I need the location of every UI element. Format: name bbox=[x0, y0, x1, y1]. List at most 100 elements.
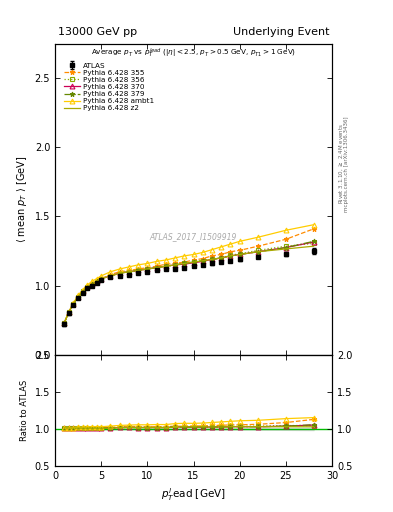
Pythia 6.428 z2 bbox=[117, 270, 122, 276]
Pythia 6.428 379 bbox=[76, 293, 81, 300]
Pythia 6.428 379 bbox=[117, 270, 122, 276]
Pythia 6.428 ambt1 bbox=[127, 264, 131, 270]
Pythia 6.428 355 bbox=[62, 320, 67, 326]
Pythia 6.428 ambt1 bbox=[311, 222, 316, 228]
Text: Rivet 3.1.10, $\geq$ 2.4M events: Rivet 3.1.10, $\geq$ 2.4M events bbox=[337, 123, 345, 204]
Pythia 6.428 356 bbox=[210, 256, 215, 262]
Pythia 6.428 z2 bbox=[256, 249, 261, 255]
Line: Pythia 6.428 355: Pythia 6.428 355 bbox=[62, 226, 316, 326]
Pythia 6.428 ambt1 bbox=[173, 255, 178, 261]
Pythia 6.428 z2 bbox=[210, 256, 215, 262]
Pythia 6.428 z2 bbox=[127, 269, 131, 275]
Pythia 6.428 370 bbox=[145, 266, 150, 272]
Pythia 6.428 z2 bbox=[154, 265, 159, 271]
Pythia 6.428 ambt1 bbox=[81, 287, 85, 293]
Pythia 6.428 370 bbox=[117, 270, 122, 276]
Pythia 6.428 ambt1 bbox=[228, 241, 233, 247]
Pythia 6.428 356 bbox=[145, 266, 150, 272]
Text: 13000 GeV pp: 13000 GeV pp bbox=[58, 27, 137, 37]
Pythia 6.428 379 bbox=[90, 281, 94, 287]
Pythia 6.428 356 bbox=[200, 258, 205, 264]
Pythia 6.428 370 bbox=[237, 251, 242, 258]
Pythia 6.428 355 bbox=[90, 281, 94, 287]
Pythia 6.428 356 bbox=[94, 279, 99, 285]
Pythia 6.428 356 bbox=[283, 243, 288, 249]
Pythia 6.428 355 bbox=[173, 261, 178, 267]
Pythia 6.428 356 bbox=[173, 262, 178, 268]
Pythia 6.428 355 bbox=[256, 243, 261, 249]
Text: Average $p_{T}$ vs $p_{T}^{lead}$ ($|\eta| < 2.5$, $p_{T} > 0.5$ GeV, $p_{T1} > : Average $p_{T}$ vs $p_{T}^{lead}$ ($|\et… bbox=[91, 47, 296, 60]
Pythia 6.428 z2 bbox=[145, 266, 150, 272]
Pythia 6.428 379 bbox=[66, 309, 71, 315]
Line: Pythia 6.428 z2: Pythia 6.428 z2 bbox=[64, 246, 314, 323]
Pythia 6.428 356 bbox=[154, 265, 159, 271]
Pythia 6.428 ambt1 bbox=[99, 273, 104, 279]
Pythia 6.428 z2 bbox=[200, 258, 205, 264]
Pythia 6.428 ambt1 bbox=[237, 238, 242, 244]
Pythia 6.428 370 bbox=[136, 267, 141, 273]
Pythia 6.428 379 bbox=[256, 249, 261, 255]
Pythia 6.428 379 bbox=[228, 253, 233, 259]
Pythia 6.428 355 bbox=[81, 288, 85, 294]
Pythia 6.428 379 bbox=[283, 245, 288, 251]
Pythia 6.428 370 bbox=[71, 301, 76, 307]
Pythia 6.428 355 bbox=[108, 271, 113, 278]
Pythia 6.428 ambt1 bbox=[108, 269, 113, 275]
Pythia 6.428 370 bbox=[62, 320, 67, 326]
Y-axis label: $\langle$ mean $p_{T}$ $\rangle$ [GeV]: $\langle$ mean $p_{T}$ $\rangle$ [GeV] bbox=[15, 156, 29, 243]
Pythia 6.428 379 bbox=[200, 258, 205, 264]
Line: Pythia 6.428 ambt1: Pythia 6.428 ambt1 bbox=[62, 222, 316, 326]
Pythia 6.428 356 bbox=[237, 251, 242, 257]
Pythia 6.428 379 bbox=[145, 266, 150, 272]
Pythia 6.428 ambt1 bbox=[94, 275, 99, 282]
Pythia 6.428 379 bbox=[163, 263, 168, 269]
Pythia 6.428 370 bbox=[85, 284, 90, 290]
Pythia 6.428 370 bbox=[66, 309, 71, 315]
Pythia 6.428 z2 bbox=[108, 273, 113, 279]
Line: Pythia 6.428 356: Pythia 6.428 356 bbox=[62, 241, 316, 326]
Pythia 6.428 ambt1 bbox=[210, 247, 215, 253]
Pythia 6.428 ambt1 bbox=[154, 259, 159, 265]
Pythia 6.428 z2 bbox=[173, 262, 178, 268]
Pythia 6.428 355 bbox=[283, 236, 288, 242]
Pythia 6.428 z2 bbox=[237, 251, 242, 258]
Pythia 6.428 z2 bbox=[81, 288, 85, 294]
Pythia 6.428 ambt1 bbox=[256, 234, 261, 240]
Pythia 6.428 370 bbox=[99, 275, 104, 282]
Pythia 6.428 355 bbox=[311, 226, 316, 232]
Pythia 6.428 355 bbox=[200, 255, 205, 262]
Pythia 6.428 356 bbox=[228, 252, 233, 258]
Pythia 6.428 356 bbox=[117, 270, 122, 276]
Pythia 6.428 ambt1 bbox=[62, 320, 67, 326]
Pythia 6.428 z2 bbox=[311, 243, 316, 249]
Pythia 6.428 355 bbox=[136, 266, 141, 272]
Pythia 6.428 z2 bbox=[163, 263, 168, 269]
Pythia 6.428 355 bbox=[210, 253, 215, 259]
Pythia 6.428 355 bbox=[85, 284, 90, 290]
Pythia 6.428 ambt1 bbox=[163, 257, 168, 263]
Pythia 6.428 370 bbox=[81, 288, 85, 294]
Pythia 6.428 356 bbox=[191, 259, 196, 265]
Pythia 6.428 355 bbox=[154, 263, 159, 269]
Pythia 6.428 ambt1 bbox=[76, 292, 81, 298]
Pythia 6.428 z2 bbox=[66, 309, 71, 315]
Pythia 6.428 355 bbox=[163, 261, 168, 267]
Pythia 6.428 370 bbox=[94, 279, 99, 285]
Pythia 6.428 379 bbox=[85, 284, 90, 290]
Pythia 6.428 370 bbox=[256, 249, 261, 255]
Pythia 6.428 z2 bbox=[85, 284, 90, 290]
Line: Pythia 6.428 370: Pythia 6.428 370 bbox=[62, 240, 316, 326]
Pythia 6.428 z2 bbox=[228, 253, 233, 259]
Pythia 6.428 370 bbox=[108, 273, 113, 279]
Pythia 6.428 355 bbox=[237, 247, 242, 253]
Pythia 6.428 z2 bbox=[90, 281, 94, 287]
Pythia 6.428 355 bbox=[127, 267, 131, 273]
Pythia 6.428 356 bbox=[136, 267, 141, 273]
Pythia 6.428 z2 bbox=[76, 293, 81, 300]
Pythia 6.428 379 bbox=[108, 273, 113, 279]
Pythia 6.428 379 bbox=[62, 320, 67, 326]
Pythia 6.428 z2 bbox=[94, 279, 99, 285]
Pythia 6.428 379 bbox=[81, 288, 85, 294]
Pythia 6.428 370 bbox=[127, 269, 131, 275]
Pythia 6.428 355 bbox=[145, 265, 150, 271]
